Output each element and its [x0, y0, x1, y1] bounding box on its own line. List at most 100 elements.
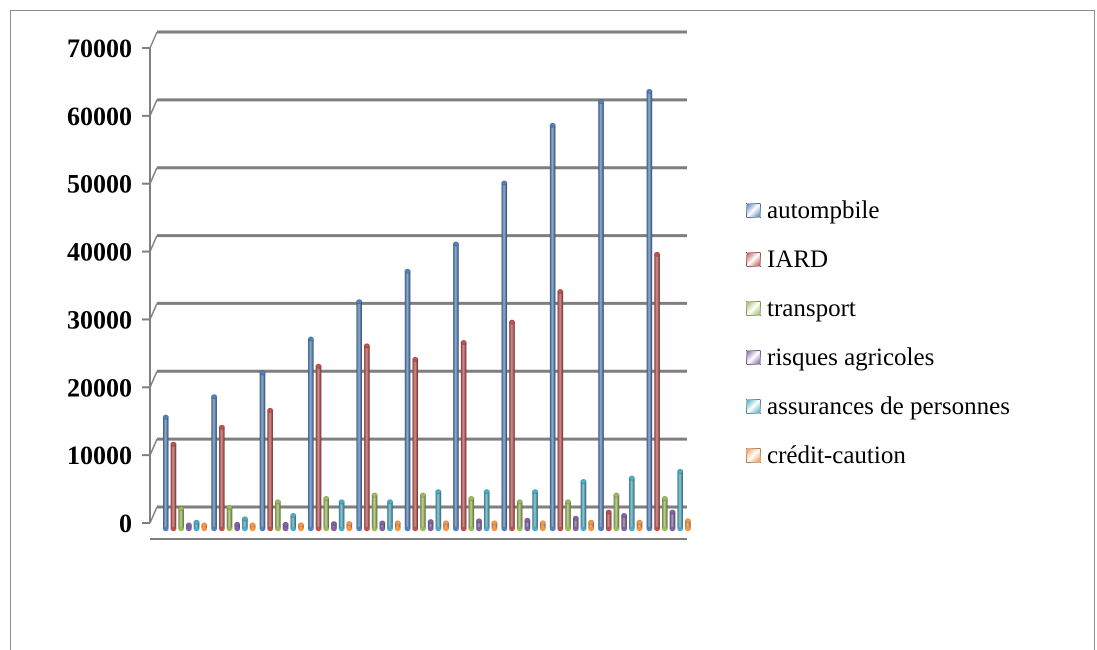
- bar: [162, 414, 169, 532]
- y-tick-label: 50000: [67, 170, 132, 199]
- bar: [483, 489, 490, 532]
- bar: [249, 522, 256, 532]
- bar: [628, 475, 635, 532]
- y-tick-label: 60000: [67, 102, 132, 131]
- legend-item: IARD: [746, 235, 1010, 284]
- legend-label: assurances de personnes: [767, 392, 1010, 420]
- bars: [162, 88, 691, 532]
- bar: [178, 506, 185, 532]
- bar: [315, 363, 322, 532]
- bar: [516, 499, 523, 532]
- bar: [371, 492, 378, 532]
- gridline-connector: [149, 31, 158, 49]
- bar: [307, 336, 314, 532]
- bar: [241, 516, 248, 532]
- bar: [621, 512, 628, 532]
- bar: [501, 180, 508, 532]
- bar: [580, 479, 587, 532]
- bar: [646, 88, 653, 532]
- bar: [274, 499, 281, 532]
- bar: [379, 520, 386, 532]
- y-tick-label: 40000: [67, 238, 132, 267]
- gridline-connector: [149, 438, 158, 456]
- bar: [211, 394, 218, 532]
- legend-label: autompbile: [767, 196, 880, 224]
- bar: [363, 343, 370, 532]
- bar: [170, 441, 177, 532]
- bar: [387, 499, 394, 532]
- bar: [598, 99, 605, 532]
- bar: [669, 509, 676, 532]
- bar: [443, 520, 450, 532]
- legend-swatch: [746, 203, 761, 218]
- gridlines: [149, 30, 687, 524]
- bar: [661, 496, 668, 532]
- bar: [259, 370, 266, 532]
- gridline-connector: [149, 370, 158, 388]
- bar: [532, 489, 539, 532]
- gridline-connector: [149, 303, 158, 320]
- bar: [636, 519, 643, 532]
- bar: [539, 520, 546, 532]
- bar: [356, 299, 363, 532]
- bar: [549, 122, 556, 532]
- bar: [330, 521, 337, 532]
- y-tick-label: 70000: [67, 34, 132, 63]
- axes: [142, 47, 687, 540]
- legend-swatch: [746, 301, 761, 316]
- bar: [234, 521, 241, 532]
- gridline-connector: [149, 235, 158, 252]
- bar: [419, 492, 426, 532]
- bar: [508, 319, 515, 532]
- legend-swatch: [746, 448, 761, 463]
- legend-swatch: [746, 350, 761, 365]
- legend-item: transport: [746, 284, 1010, 333]
- legend-label: risques agricoles: [767, 343, 935, 371]
- legend: autompbile IARD transport risques agricoles…: [746, 186, 1010, 480]
- bar: [218, 424, 225, 532]
- bar: [452, 241, 459, 532]
- y-tick-labels: 0 10000 20000 30000 40000 50000 60000 70000: [67, 34, 132, 538]
- legend-swatch: [746, 252, 761, 267]
- bar: [435, 489, 442, 532]
- bar: [684, 518, 691, 532]
- legend-item: autompbile: [746, 186, 1010, 235]
- gridline-connector: [149, 167, 158, 185]
- bar: [185, 522, 192, 532]
- bar: [476, 518, 483, 532]
- bar: [404, 268, 411, 532]
- bar: [290, 512, 297, 532]
- legend-label: IARD: [767, 245, 829, 273]
- bar: [282, 521, 289, 532]
- bar: [654, 251, 661, 532]
- gridline-connector: [149, 99, 158, 117]
- bar: [588, 519, 595, 532]
- y-tick-label: 20000: [67, 373, 132, 402]
- y-tick-label: 0: [119, 509, 132, 538]
- bar: [346, 521, 353, 532]
- legend-swatch: [746, 399, 761, 414]
- chart-frame: [10, 10, 1095, 650]
- bar: [605, 509, 612, 532]
- legend-label: crédit-caution: [767, 441, 906, 469]
- legend-item: risques agricoles: [746, 333, 1010, 382]
- bar: [394, 520, 401, 532]
- y-tick-label: 30000: [67, 305, 132, 334]
- legend-item: assurances de personnes: [746, 382, 1010, 431]
- bar: [491, 520, 498, 532]
- bar: [524, 517, 531, 532]
- bar: [557, 289, 564, 532]
- bar: [565, 499, 572, 532]
- y-tick-label: 10000: [67, 441, 132, 470]
- bar: [572, 515, 579, 532]
- bar: [226, 504, 233, 532]
- bar: [338, 499, 345, 532]
- legend-label: transport: [767, 294, 856, 322]
- bar: [201, 522, 208, 532]
- bar: [613, 492, 620, 532]
- bar: [297, 522, 304, 532]
- bar: [267, 407, 274, 532]
- gridline-connector: [149, 506, 158, 524]
- bar: [460, 339, 467, 532]
